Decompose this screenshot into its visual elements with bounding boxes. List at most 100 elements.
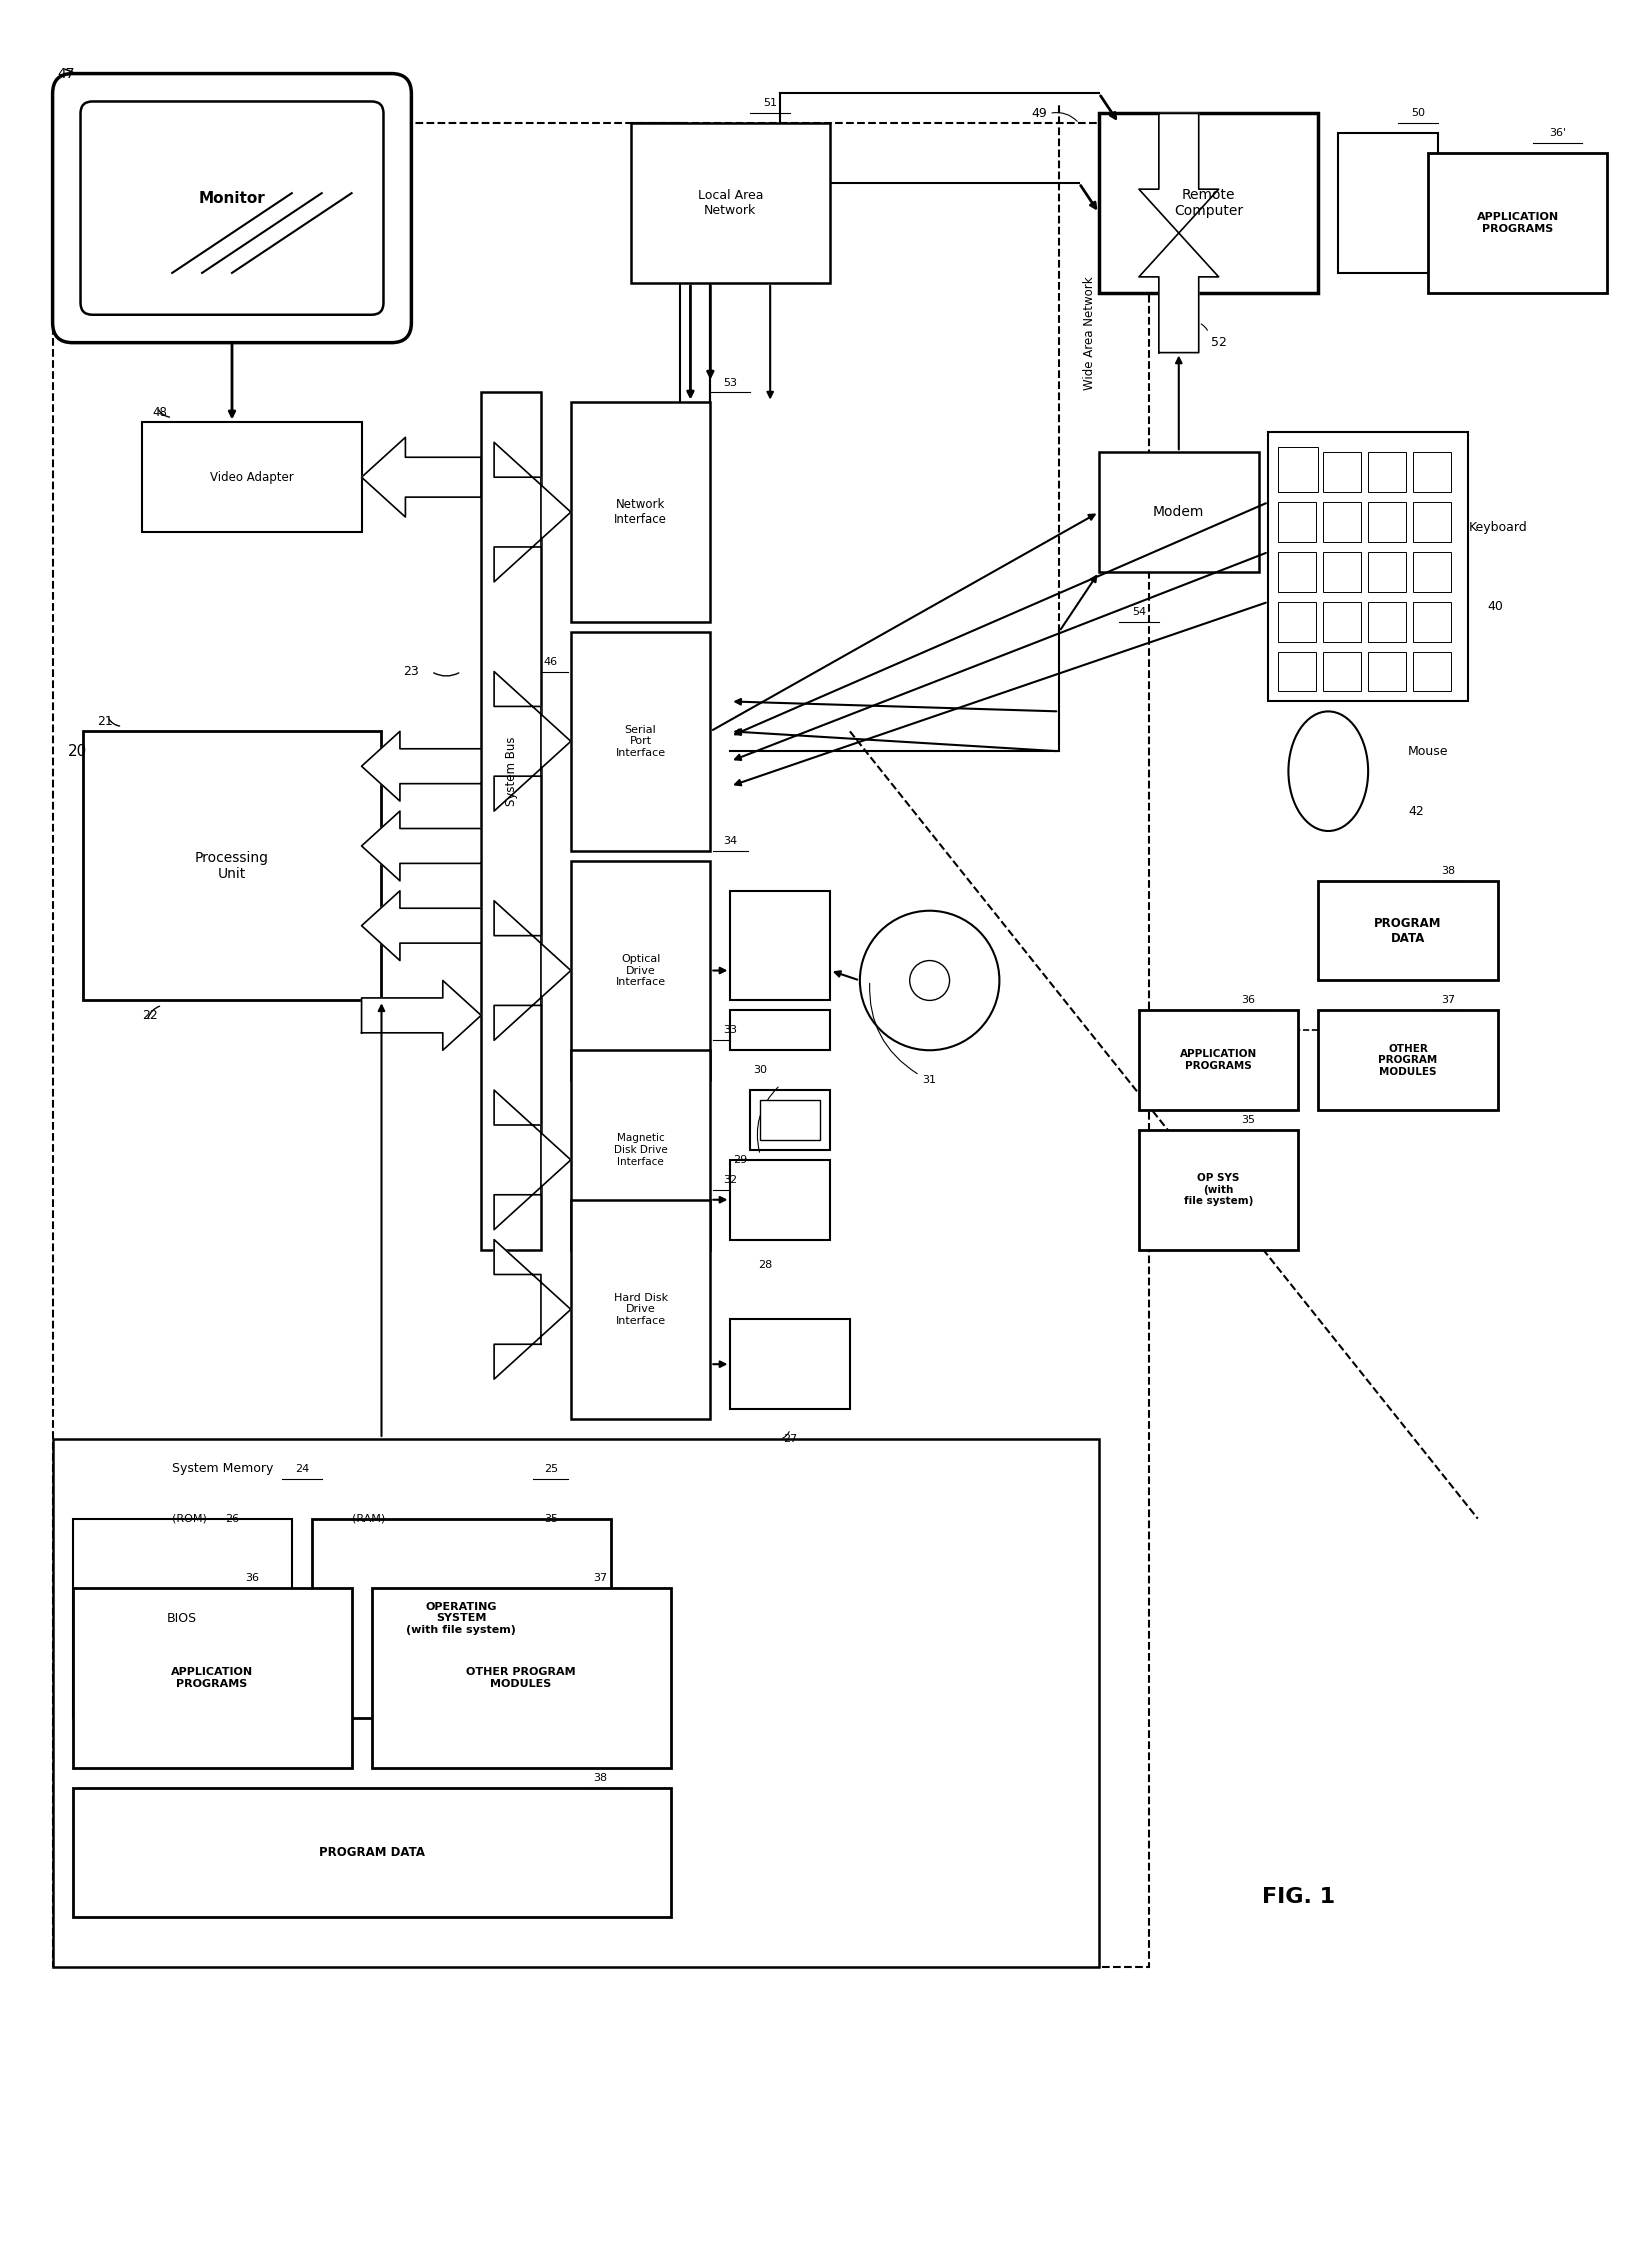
Polygon shape [495,900,570,1040]
Bar [1318,880,1498,981]
Bar [1369,551,1406,592]
Text: 46: 46 [544,657,559,666]
Bar [570,1051,710,1249]
Bar [1339,133,1438,272]
Bar [1278,601,1316,641]
Text: 47: 47 [58,68,76,81]
Bar [53,1440,1099,1966]
Text: (ROM): (ROM) [173,1514,207,1523]
Bar [570,862,710,1080]
Text: 28: 28 [757,1260,772,1269]
Text: System Memory: System Memory [173,1462,274,1476]
Bar [1323,551,1360,592]
Bar [1369,452,1406,493]
Text: 30: 30 [752,1064,767,1076]
Text: OTHER
PROGRAM
MODULES: OTHER PROGRAM MODULES [1378,1044,1438,1078]
Text: Local Area
Network: Local Area Network [698,189,762,218]
Bar [729,891,830,1001]
Text: 37: 37 [593,1573,608,1584]
Text: APPLICATION
PROGRAMS: APPLICATION PROGRAMS [171,1667,253,1690]
Bar [143,423,361,531]
Text: 32: 32 [723,1174,738,1186]
Bar [570,632,710,850]
Bar [312,1519,611,1719]
Bar [729,1161,830,1240]
Bar [72,1519,292,1719]
Polygon shape [361,981,481,1051]
Bar [1323,652,1360,691]
Text: 40: 40 [1489,601,1503,614]
Polygon shape [495,1240,570,1379]
Bar [1278,652,1316,691]
Bar [82,731,381,1001]
Text: 48: 48 [153,405,168,418]
Text: 36: 36 [245,1573,260,1584]
Polygon shape [361,810,481,880]
Text: Keyboard: Keyboard [1469,520,1526,533]
Text: (RAM): (RAM) [352,1514,384,1523]
Bar [1139,1130,1298,1249]
Polygon shape [361,436,481,518]
Bar [1099,452,1259,572]
Text: 25: 25 [544,1465,559,1474]
Bar [729,1318,849,1408]
Bar [1323,601,1360,641]
Bar [570,403,710,621]
Bar [631,124,830,284]
Text: OPERATING
SYSTEM
(with file system): OPERATING SYSTEM (with file system) [406,1602,516,1636]
Text: APPLICATION
PROGRAMS: APPLICATION PROGRAMS [1180,1048,1257,1071]
Text: Hard Disk
Drive
Interface: Hard Disk Drive Interface [613,1294,667,1325]
Text: 36': 36' [1549,128,1566,137]
Text: 54: 54 [1132,608,1145,616]
Text: System Bus: System Bus [504,736,518,806]
Text: 37: 37 [1441,994,1456,1006]
Text: Optical
Drive
Interface: Optical Drive Interface [616,954,665,988]
Text: 26: 26 [225,1514,240,1523]
Text: 38: 38 [593,1773,608,1782]
Text: Modem: Modem [1153,504,1204,520]
Text: 35: 35 [1242,1116,1255,1125]
Polygon shape [1139,112,1219,234]
Bar [1278,452,1316,493]
Bar [53,124,1148,1966]
Text: Wide Area Network: Wide Area Network [1083,277,1096,389]
Text: Remote
Computer: Remote Computer [1175,189,1244,218]
Bar [1278,502,1316,542]
Polygon shape [495,1089,570,1231]
Bar [1268,432,1467,702]
Text: 36: 36 [1242,994,1255,1006]
Bar [751,1089,830,1150]
Text: 38: 38 [1441,866,1456,875]
Bar [1323,502,1360,542]
Bar [1369,652,1406,691]
Text: OP SYS
(with
file system): OP SYS (with file system) [1185,1172,1254,1206]
Bar [481,392,541,1249]
Text: OTHER PROGRAM
MODULES: OTHER PROGRAM MODULES [467,1667,575,1690]
Text: 31: 31 [923,1076,937,1084]
Text: 29: 29 [733,1154,748,1166]
Bar [72,1588,352,1769]
Text: 22: 22 [143,1008,158,1022]
Text: 52: 52 [1211,335,1227,349]
Text: 51: 51 [764,99,777,108]
Text: 50: 50 [1411,108,1424,119]
Bar [570,1199,710,1420]
Polygon shape [495,443,570,583]
Text: 42: 42 [1408,806,1424,817]
Text: PROGRAM
DATA: PROGRAM DATA [1374,916,1443,945]
Text: Mouse: Mouse [1408,745,1449,758]
Bar [1413,551,1451,592]
Text: Video Adapter: Video Adapter [210,470,294,484]
Bar [1413,601,1451,641]
Text: 34: 34 [723,837,738,846]
Text: Monitor: Monitor [199,191,266,205]
Bar [1318,1010,1498,1109]
Text: Magnetic
Disk Drive
Interface: Magnetic Disk Drive Interface [614,1134,667,1166]
Text: 20: 20 [67,745,87,758]
Text: 35: 35 [544,1514,559,1523]
Bar [1369,502,1406,542]
Text: Processing
Unit: Processing Unit [196,850,269,882]
Text: BIOS: BIOS [168,1611,197,1624]
Text: FIG. 1: FIG. 1 [1262,1888,1336,1908]
Bar [729,1010,830,1051]
